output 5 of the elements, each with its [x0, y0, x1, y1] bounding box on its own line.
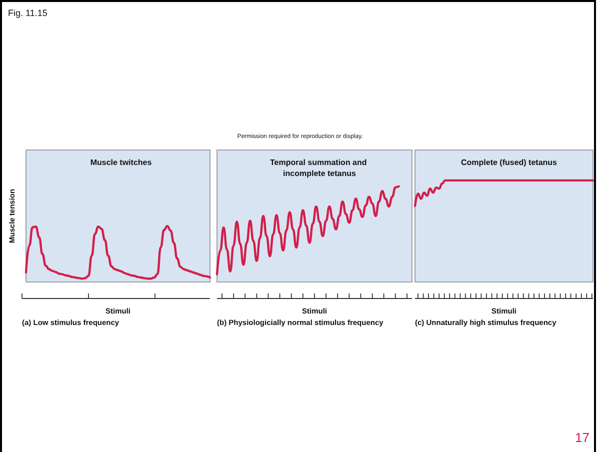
text: 17 — [575, 430, 590, 445]
chart-title: Temporal summation and incomplete tetanus — [270, 158, 369, 178]
chart-title: Complete (fused) tetanus — [460, 158, 558, 167]
chart-title: Muscle twitches — [90, 158, 152, 167]
caption: Fig. 11.15 — [8, 8, 48, 18]
